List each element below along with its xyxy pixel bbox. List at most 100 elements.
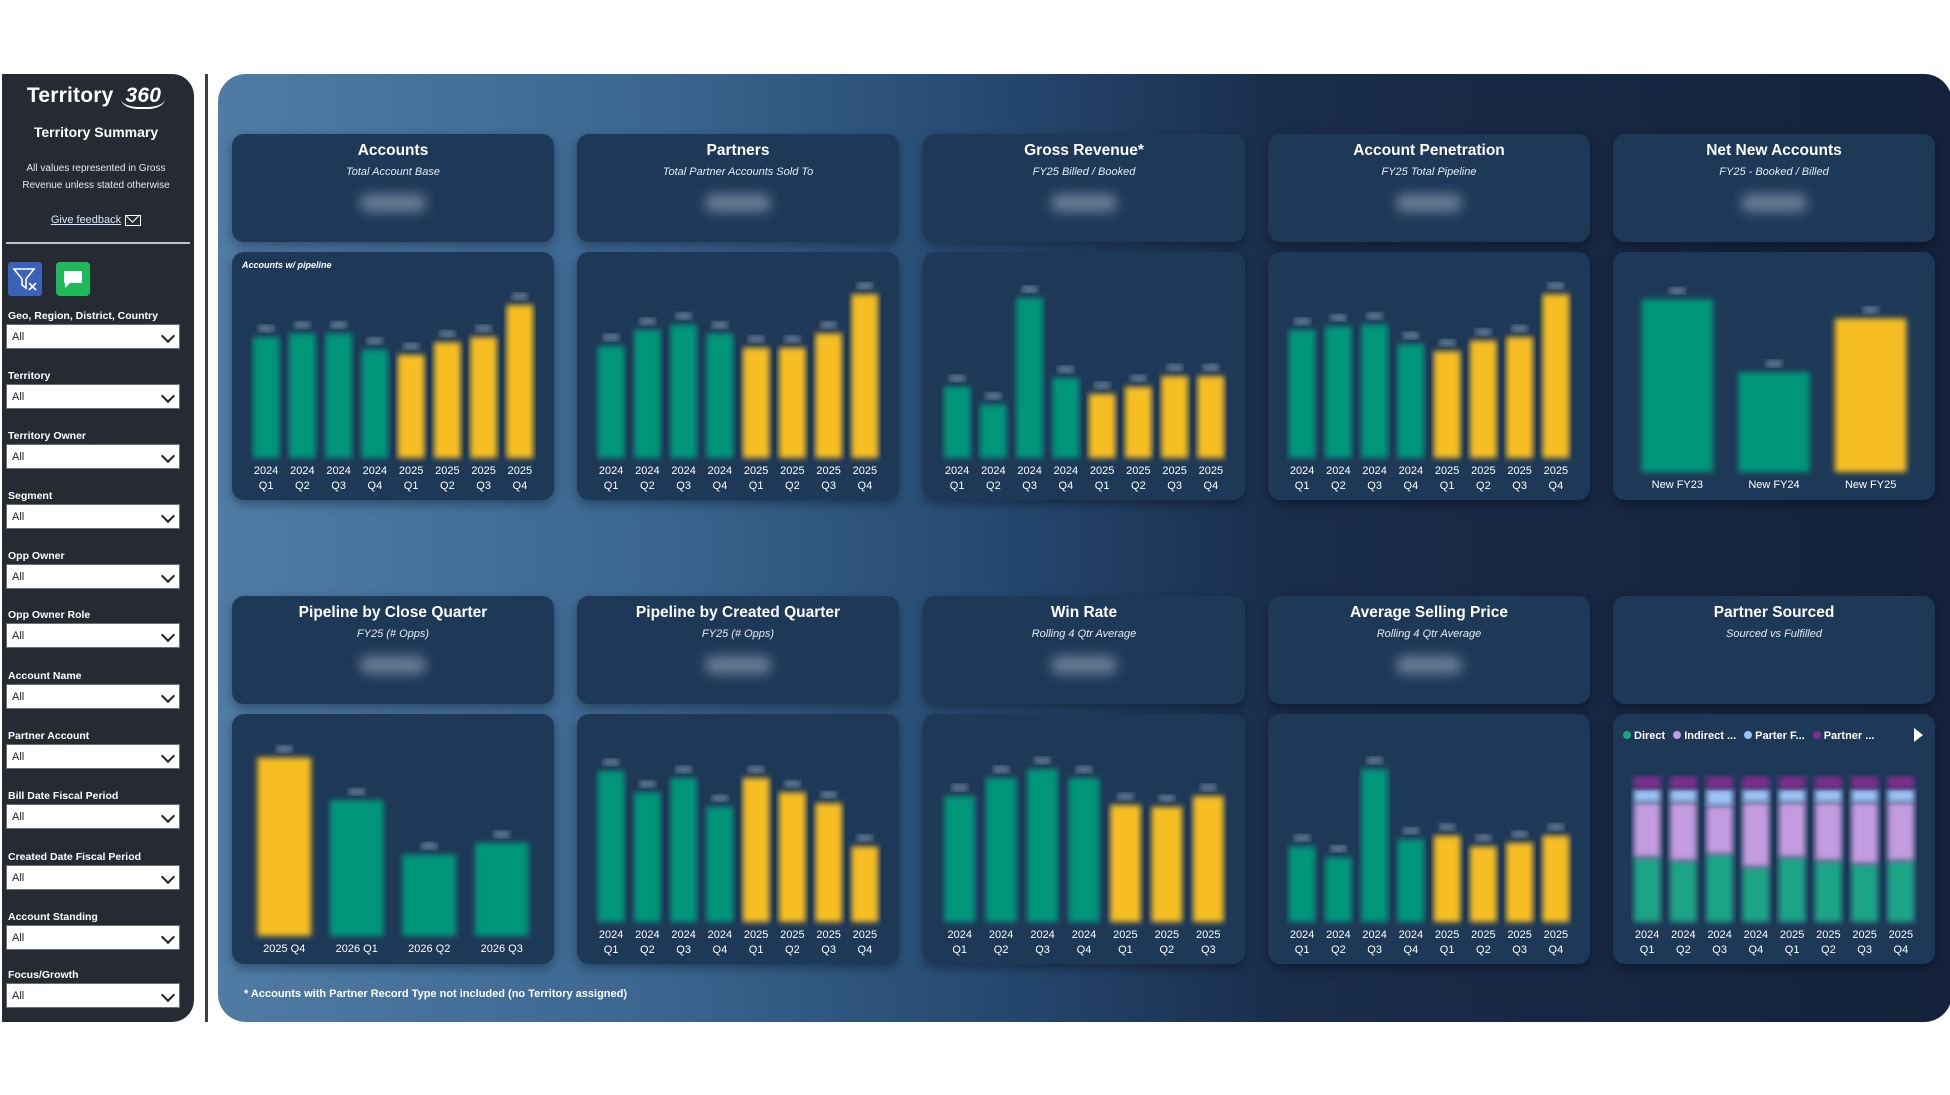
bar[interactable] (742, 778, 770, 922)
bar[interactable] (1506, 842, 1534, 922)
bar[interactable] (1469, 846, 1497, 922)
bar[interactable] (706, 806, 734, 922)
bar[interactable] (979, 404, 1007, 458)
stacked-bar-segment[interactable] (1851, 802, 1879, 864)
bar[interactable] (1288, 329, 1316, 458)
filter-dropdown[interactable]: All (6, 925, 180, 950)
stacked-bar-segment[interactable] (1814, 802, 1842, 861)
stacked-bar-segment[interactable] (1887, 802, 1915, 861)
bar[interactable] (778, 347, 806, 458)
filter-dropdown[interactable]: All (6, 983, 180, 1008)
bar[interactable] (670, 778, 698, 922)
stacked-bar-segment[interactable] (1814, 789, 1842, 803)
bar[interactable] (1397, 839, 1425, 922)
stacked-bar-segment[interactable] (1669, 789, 1697, 803)
bar[interactable] (433, 342, 461, 458)
filter-dropdown[interactable]: All (6, 324, 180, 349)
stacked-bar-segment[interactable] (1633, 776, 1661, 790)
bar[interactable] (633, 329, 661, 458)
bar[interactable] (1738, 372, 1810, 472)
legend-item[interactable]: Direct (1623, 730, 1665, 742)
bar[interactable] (985, 778, 1017, 922)
bar[interactable] (943, 386, 971, 458)
bar[interactable] (1027, 769, 1058, 922)
stacked-bar-segment[interactable] (1851, 776, 1879, 790)
filter-dropdown[interactable]: All (6, 804, 180, 829)
stacked-bar-segment[interactable] (1669, 860, 1697, 922)
bar[interactable] (1542, 294, 1570, 458)
bar[interactable] (1068, 778, 1100, 922)
legend-item[interactable]: Indirect ... (1673, 730, 1736, 742)
bar[interactable] (1161, 376, 1189, 458)
stacked-bar-segment[interactable] (1742, 789, 1770, 803)
stacked-bar-segment[interactable] (1851, 789, 1879, 803)
stacked-bar-segment[interactable] (1706, 776, 1734, 790)
bar[interactable] (474, 842, 529, 936)
stacked-bar-segment[interactable] (1669, 776, 1697, 790)
bar[interactable] (1469, 340, 1497, 458)
stacked-bar-segment[interactable] (1778, 802, 1806, 858)
bar[interactable] (1361, 769, 1389, 922)
bar[interactable] (506, 304, 534, 458)
stacked-bar-segment[interactable] (1706, 805, 1734, 854)
bar[interactable] (851, 846, 879, 922)
stacked-bar-segment[interactable] (1633, 789, 1661, 803)
stacked-bar-segment[interactable] (1778, 857, 1806, 922)
bar[interactable] (633, 792, 661, 922)
bar[interactable] (597, 770, 625, 922)
bar[interactable] (1052, 377, 1080, 458)
bar[interactable] (597, 345, 625, 458)
bar[interactable] (1433, 835, 1461, 922)
stacked-bar-segment[interactable] (1887, 789, 1915, 803)
stacked-bar-segment[interactable] (1887, 776, 1915, 790)
clear-filters-button[interactable] (8, 262, 42, 296)
bar[interactable] (1542, 835, 1570, 922)
bar[interactable] (815, 333, 843, 458)
bar[interactable] (778, 792, 806, 922)
stacked-bar-segment[interactable] (1778, 776, 1806, 790)
bar[interactable] (1288, 846, 1316, 922)
filter-dropdown[interactable]: All (6, 444, 180, 469)
bar[interactable] (252, 336, 280, 458)
bar[interactable] (815, 803, 843, 922)
bar[interactable] (397, 354, 425, 458)
bar[interactable] (1324, 857, 1352, 922)
stacked-bar-segment[interactable] (1669, 802, 1697, 861)
stacked-bar-segment[interactable] (1887, 860, 1915, 922)
stacked-bar-segment[interactable] (1814, 860, 1842, 922)
legend-item[interactable]: Partner ... (1812, 730, 1874, 742)
bar[interactable] (670, 324, 698, 459)
filter-dropdown[interactable]: All (6, 744, 180, 769)
bar[interactable] (325, 333, 353, 458)
bar[interactable] (329, 800, 384, 936)
bar[interactable] (1016, 297, 1044, 458)
bar[interactable] (1124, 386, 1152, 458)
filter-dropdown[interactable]: All (6, 865, 180, 890)
bar[interactable] (742, 347, 770, 458)
stacked-bar-segment[interactable] (1633, 802, 1661, 858)
stacked-bar-segment[interactable] (1851, 863, 1879, 922)
stacked-bar-segment[interactable] (1633, 857, 1661, 922)
stacked-bar-segment[interactable] (1742, 866, 1770, 922)
bar[interactable] (1192, 796, 1224, 922)
bar[interactable] (1151, 806, 1183, 922)
filter-dropdown[interactable]: All (6, 684, 180, 709)
bar[interactable] (1324, 326, 1352, 458)
stacked-bar-segment[interactable] (1742, 776, 1770, 790)
stacked-bar-segment[interactable] (1706, 789, 1734, 806)
bar[interactable] (361, 349, 389, 458)
stacked-bar-segment[interactable] (1814, 776, 1842, 790)
bar[interactable] (1197, 376, 1225, 458)
bar[interactable] (288, 333, 316, 458)
bar[interactable] (470, 336, 498, 458)
bar[interactable] (944, 796, 976, 922)
bar[interactable] (1506, 336, 1534, 458)
filter-dropdown[interactable]: All (6, 384, 180, 409)
stacked-bar-segment[interactable] (1706, 853, 1734, 922)
stacked-bar-segment[interactable] (1778, 789, 1806, 803)
bar[interactable] (1361, 324, 1389, 459)
legend-item[interactable]: Parter F... (1744, 730, 1805, 742)
bar[interactable] (1433, 351, 1461, 458)
filter-dropdown[interactable]: All (6, 623, 180, 648)
bar[interactable] (1834, 318, 1907, 472)
